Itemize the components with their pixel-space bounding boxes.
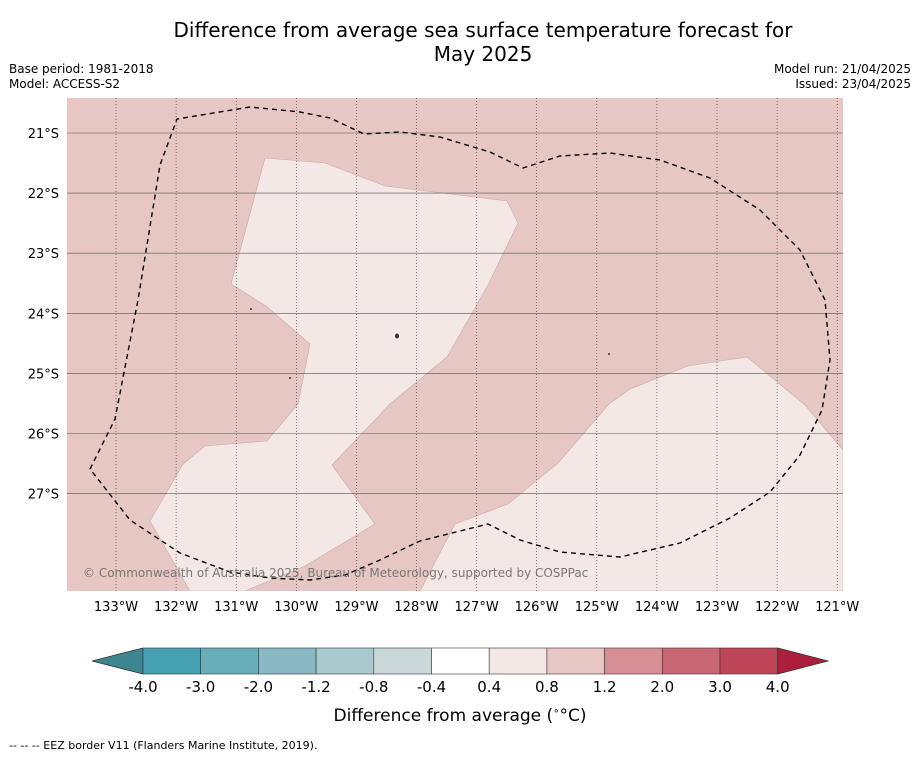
colorbar-segment [546,647,605,675]
colorbar-tick-label: -0.4 [417,678,446,696]
meta-right: Model run: 21/04/2025 Issued: 23/04/2025 [774,62,911,92]
latitude-tick-label: 27°S [28,488,59,503]
latitude-tick-labels: 21°S 22°S 23°S 24°S 25°S 26°S 27°S [28,127,59,503]
colorbar-segment [315,647,375,675]
latitude-tick-label: 25°S [28,367,59,382]
colorbar-tick-label: 4.0 [766,678,790,696]
colorbar-segment [719,647,779,675]
longitude-tick-label: 132°W [154,600,198,615]
island-marker [608,353,610,355]
longitude-tick-label: 128°W [394,600,438,615]
map-title: Difference from average sea surface temp… [0,18,919,66]
colorbar-segment [604,647,663,675]
eez-footnote: -- -- -- EEZ border V11 (Flanders Marine… [9,739,318,752]
colorbar-tick-label: -2.0 [244,678,273,696]
longitude-tick-label: 123°W [695,600,739,615]
island-marker [289,377,291,379]
latitude-tick-label: 23°S [28,247,59,262]
title-line-1: Difference from average sea surface temp… [173,18,793,42]
colorbar-tick-label: -4.0 [128,678,157,696]
latitude-tick-label: 24°S [28,307,59,322]
anomaly-band-0-4-0-8-west [149,157,519,591]
latitude-tick-label: 26°S [28,428,59,443]
colorbar-tick-label: 1.2 [593,678,617,696]
eez-border [89,106,831,581]
island-marker [250,308,252,310]
longitude-tick-label: 124°W [635,600,679,615]
colorbar-tick-label: -1.2 [301,678,330,696]
longitude-tick-label: 122°W [755,600,799,615]
longitude-tick-labels: 133°W 132°W 131°W 130°W 129°W 128°W 127°W 126°W… [94,600,860,615]
colorbar-segment [431,647,490,675]
colorbar-tick-label: 2.0 [650,678,674,696]
longitude-tick-label: 131°W [214,600,258,615]
colorbar-segment [142,647,202,675]
longitude-tick-label: 125°W [575,600,619,615]
meta-left: Base period: 1981-2018 Model: ACCESS-S2 [9,62,154,92]
longitude-tick-label: 126°W [515,600,559,615]
base-period: Base period: 1981-2018 [9,62,154,76]
latitude-tick-label: 22°S [28,187,59,202]
anomaly-band-0-4-0-8-south [419,356,843,591]
title-line-2: May 2025 [433,42,533,66]
longitude-tick-label: 130°W [274,600,318,615]
latitude-gridlines [67,132,843,494]
latitude-tick-label: 21°S [28,127,59,142]
colorbar-label: Difference from average (∘°C) [334,706,587,726]
colorbar-segment [258,647,317,675]
colorbar-tick-label: -3.0 [186,678,215,696]
longitude-tick-label: 121°W [815,600,859,615]
colorbar-tick-label: 0.8 [535,678,559,696]
island-marker [395,333,399,339]
longitude-gridlines [115,98,838,591]
colorbar-tick-label: -0.8 [359,678,388,696]
model-run: Model run: 21/04/2025 [773,62,911,76]
colorbar-tick-label: 3.0 [708,678,732,696]
colorbar-segment [661,647,721,675]
colorbar-segment [373,647,432,675]
longitude-tick-label: 133°W [94,600,138,615]
colorbar-extend-low [91,647,144,675]
model-name: Model: ACCESS-S2 [9,77,121,91]
colorbar-segment [200,647,259,675]
longitude-tick-label: 127°W [455,600,499,615]
colorbar-tick-label: 0.4 [477,678,501,696]
longitude-tick-label: 129°W [334,600,378,615]
colorbar-segment [488,647,548,675]
map-panel: © Commonwealth of Australia 2025, Bureau… [67,98,843,591]
attribution-text: © Commonwealth of Australia 2025, Bureau… [83,566,588,580]
issued-date: Issued: 23/04/2025 [795,77,911,91]
colorbar-extend-high [777,647,830,675]
colorbar: -4.0 -3.0 -2.0 -1.2 -0.8 -0.4 0.4 0.8 1.2 2.0 3.0 4… [91,647,830,696]
